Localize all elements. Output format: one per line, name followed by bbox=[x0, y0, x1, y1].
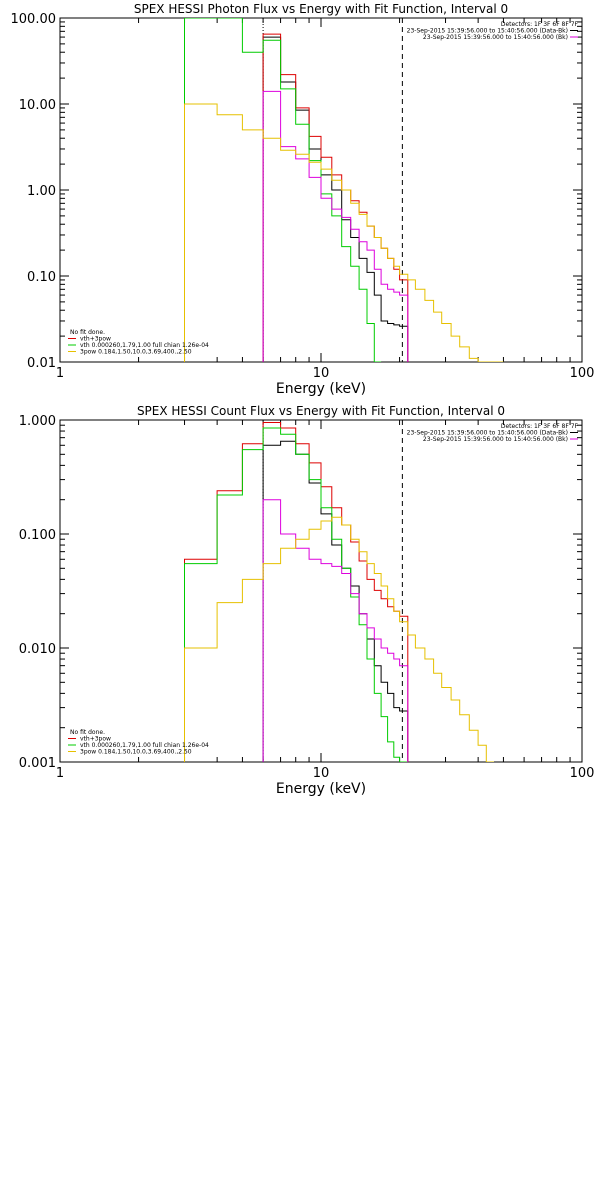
x-tick-label: 100 bbox=[570, 366, 595, 381]
chart-title: SPEX HESSI Photon Flux vs Energy with Fi… bbox=[134, 2, 508, 16]
y-tick-label: 0.010 bbox=[19, 642, 56, 657]
legend-entry: vth+3pow bbox=[80, 336, 111, 343]
legend-entry: vth 0.000260,1.79,1.00 full chian 1.26e-… bbox=[80, 742, 209, 749]
plot-area bbox=[184, 420, 494, 762]
legend-entry: No fit done. bbox=[70, 729, 105, 736]
series-line-3 bbox=[184, 18, 382, 362]
y-tick-label: 100.00 bbox=[11, 12, 57, 27]
header-line: Detectors: 1F 3F 6F 8F 7F bbox=[501, 21, 579, 28]
chart-1: SPEX HESSI Photon Flux vs Energy with Fi… bbox=[11, 2, 595, 397]
series-line-4 bbox=[262, 90, 409, 362]
y-tick-label: 0.100 bbox=[19, 528, 56, 543]
legend-entry: 3pow 0.184,1.50,10.0,3.69,400.,2.50 bbox=[80, 349, 192, 356]
y-tick-label: 0.001 bbox=[19, 756, 56, 771]
legend-entry: No fit done. bbox=[70, 329, 105, 336]
y-tick-label: 0.10 bbox=[27, 270, 56, 285]
x-tick-label: 10 bbox=[313, 366, 330, 381]
header-line: Detectors: 1F 3F 6F 8F 7F bbox=[501, 423, 579, 430]
series-line-1 bbox=[262, 440, 409, 762]
x-axis-label: Energy (keV) bbox=[276, 781, 366, 797]
series-line-2 bbox=[184, 422, 409, 762]
header-line: 23-Sep-2015 15:39:56.000 to 15:40:56.000… bbox=[407, 28, 568, 35]
x-tick-label: 1 bbox=[56, 366, 64, 381]
x-tick-label: 1 bbox=[56, 766, 64, 781]
y-tick-label: 1.00 bbox=[27, 184, 56, 199]
chart-2: SPEX HESSI Count Flux vs Energy with Fit… bbox=[19, 404, 595, 797]
series-line-1 bbox=[262, 36, 409, 362]
series-line-3 bbox=[184, 427, 408, 762]
plot-area bbox=[184, 18, 504, 362]
y-tick-label: 10.00 bbox=[19, 98, 56, 113]
header-line: 23-Sep-2015 15:39:56.000 to 15:40:56.000… bbox=[407, 430, 568, 437]
series-line-2 bbox=[262, 33, 409, 362]
x-tick-label: 10 bbox=[313, 766, 330, 781]
legend-entry: vth 0.000260,1.79,1.00 full chian 1.26e-… bbox=[80, 342, 209, 349]
series-line-5 bbox=[184, 103, 504, 362]
x-tick-label: 100 bbox=[570, 766, 595, 781]
legend-entry: 3pow 0.184,1.50,10.0,3.69,400.,2.50 bbox=[80, 749, 192, 756]
series-line-4 bbox=[262, 499, 409, 762]
y-tick-label: 0.01 bbox=[27, 356, 56, 371]
legend-entry: vth+3pow bbox=[80, 736, 111, 743]
chart-title: SPEX HESSI Count Flux vs Energy with Fit… bbox=[137, 404, 505, 418]
y-tick-label: 1.000 bbox=[19, 414, 56, 429]
x-axis-label: Energy (keV) bbox=[276, 381, 366, 397]
header-line: 23-Sep-2015 15:39:56.000 to 15:40:56.000… bbox=[423, 34, 568, 41]
header-line: 23-Sep-2015 15:39:56.000 to 15:40:56.000… bbox=[423, 436, 568, 443]
series-line-5 bbox=[184, 516, 494, 762]
